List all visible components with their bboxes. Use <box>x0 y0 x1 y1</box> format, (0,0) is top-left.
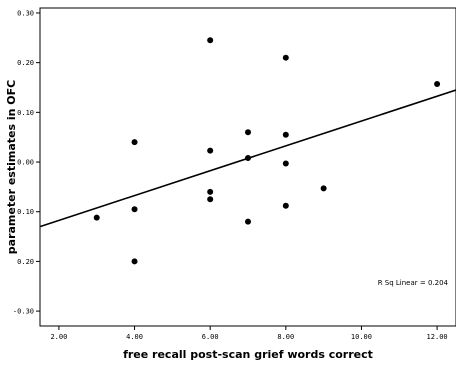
y-tick-label: -0.30 <box>13 308 34 316</box>
x-axis: 2.00 4.00 6.00 8.00 10.00 12.00 <box>50 326 448 341</box>
plot-area-frame <box>39 7 456 327</box>
data-point <box>207 37 214 44</box>
data-point <box>320 185 327 192</box>
y-tick-label: 0.10 <box>17 109 34 117</box>
data-point <box>131 258 138 265</box>
data-point <box>131 206 138 213</box>
y-tick-label: 0.20 <box>17 258 34 266</box>
x-tick-label: 10.00 <box>351 333 372 341</box>
data-point <box>131 139 138 146</box>
data-point <box>207 188 214 195</box>
data-point <box>207 147 214 154</box>
data-point <box>207 196 214 203</box>
data-points <box>93 37 441 265</box>
data-point <box>93 214 100 221</box>
data-point <box>434 81 441 88</box>
x-tick-label: 2.00 <box>50 333 67 341</box>
r-squared-annotation: R Sq Linear = 0.204 <box>378 279 449 287</box>
y-tick-label: 0.00 <box>17 159 34 167</box>
data-point <box>245 129 251 136</box>
x-tick-label: 12.00 <box>427 333 448 341</box>
y-tick-label: 0.20 <box>17 59 34 67</box>
data-point <box>245 218 251 225</box>
y-tick-label: 0.10 <box>17 208 34 216</box>
data-point <box>245 155 251 162</box>
x-tick-label: 4.00 <box>126 333 143 341</box>
x-tick-label: 8.00 <box>277 333 294 341</box>
data-point <box>282 202 289 209</box>
y-tick-label: 0.30 <box>17 9 34 17</box>
y-axis: 0.30 0.20 0.10 0.00 0.10 0.20 -0.30 <box>13 9 40 316</box>
data-point <box>282 54 289 61</box>
data-point <box>282 131 289 138</box>
data-point <box>282 160 289 167</box>
x-axis-title: free recall post-scan grief words correc… <box>123 348 373 361</box>
x-tick-label: 6.00 <box>202 333 219 341</box>
y-axis-title: parameter estimates in OFC <box>5 80 18 254</box>
